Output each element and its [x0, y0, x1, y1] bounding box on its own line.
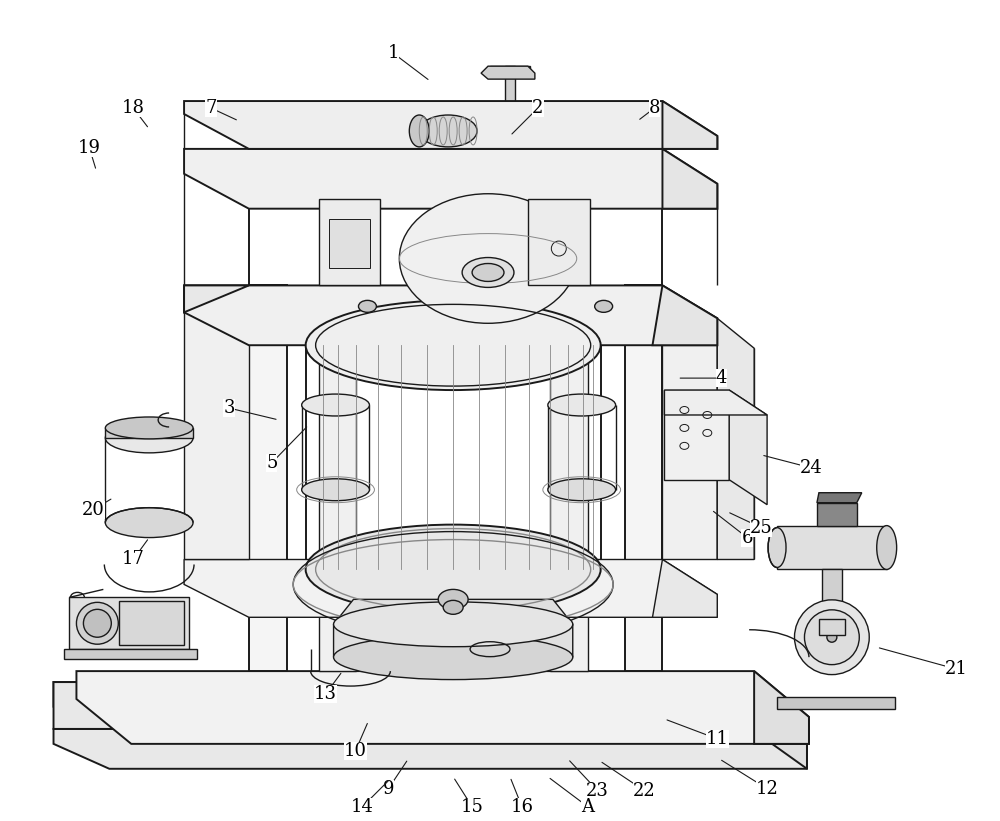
Polygon shape	[184, 286, 717, 345]
Ellipse shape	[548, 394, 616, 416]
Polygon shape	[664, 390, 767, 415]
Text: 8: 8	[649, 99, 660, 117]
Polygon shape	[729, 390, 767, 505]
Polygon shape	[822, 570, 842, 615]
Polygon shape	[664, 390, 729, 479]
Polygon shape	[184, 559, 717, 617]
Polygon shape	[105, 428, 193, 438]
Polygon shape	[777, 697, 895, 709]
Polygon shape	[662, 149, 717, 209]
Text: 2: 2	[532, 99, 544, 117]
Polygon shape	[54, 682, 807, 754]
Text: 18: 18	[122, 99, 145, 117]
Polygon shape	[109, 682, 807, 754]
Ellipse shape	[306, 525, 601, 614]
Ellipse shape	[438, 589, 468, 609]
Polygon shape	[76, 671, 809, 744]
Text: 10: 10	[344, 742, 367, 760]
Polygon shape	[481, 67, 535, 79]
Ellipse shape	[462, 258, 514, 287]
Bar	[490, 67, 530, 76]
Text: 21: 21	[945, 660, 968, 678]
Text: 6: 6	[741, 529, 753, 547]
Polygon shape	[662, 101, 717, 149]
Polygon shape	[184, 101, 717, 149]
Text: 22: 22	[633, 782, 656, 800]
Ellipse shape	[795, 600, 869, 675]
Ellipse shape	[472, 264, 504, 282]
Polygon shape	[550, 302, 588, 671]
Ellipse shape	[76, 603, 118, 644]
Text: 4: 4	[716, 369, 727, 388]
Polygon shape	[717, 319, 754, 559]
Polygon shape	[109, 682, 807, 729]
Ellipse shape	[443, 600, 463, 614]
Ellipse shape	[804, 610, 859, 665]
Polygon shape	[69, 598, 189, 649]
Polygon shape	[754, 671, 809, 744]
Text: 20: 20	[82, 501, 105, 519]
Polygon shape	[777, 525, 887, 570]
Polygon shape	[528, 199, 590, 286]
Polygon shape	[652, 559, 717, 617]
Text: 9: 9	[383, 780, 394, 798]
Polygon shape	[329, 218, 370, 268]
Ellipse shape	[877, 525, 897, 570]
Polygon shape	[249, 286, 287, 671]
Polygon shape	[184, 286, 249, 559]
Bar	[505, 67, 515, 291]
Polygon shape	[64, 649, 197, 659]
Polygon shape	[54, 682, 153, 729]
Ellipse shape	[83, 609, 111, 637]
Text: 11: 11	[706, 730, 729, 748]
Polygon shape	[119, 601, 184, 645]
Text: 5: 5	[266, 454, 277, 472]
Ellipse shape	[827, 632, 837, 642]
Text: 23: 23	[586, 782, 609, 800]
Text: 15: 15	[461, 798, 484, 815]
Polygon shape	[817, 493, 862, 502]
Polygon shape	[662, 286, 717, 559]
Ellipse shape	[302, 394, 369, 416]
Polygon shape	[54, 729, 807, 768]
Ellipse shape	[409, 115, 429, 147]
Ellipse shape	[334, 602, 573, 647]
Ellipse shape	[105, 507, 193, 538]
Text: 12: 12	[756, 780, 779, 798]
Text: 24: 24	[800, 459, 822, 477]
Polygon shape	[319, 199, 380, 286]
Polygon shape	[652, 286, 717, 345]
Ellipse shape	[595, 300, 613, 312]
Ellipse shape	[768, 528, 786, 567]
Ellipse shape	[105, 423, 193, 453]
Bar	[419, 115, 477, 147]
Polygon shape	[817, 502, 857, 525]
Ellipse shape	[334, 635, 573, 680]
Text: 17: 17	[122, 551, 145, 568]
Text: 16: 16	[510, 798, 533, 815]
Polygon shape	[625, 286, 662, 671]
Text: 13: 13	[314, 685, 337, 703]
Ellipse shape	[306, 300, 601, 390]
Text: 1: 1	[388, 44, 399, 62]
Ellipse shape	[548, 479, 616, 501]
Text: 25: 25	[750, 519, 772, 537]
Text: 7: 7	[205, 99, 217, 117]
Ellipse shape	[302, 479, 369, 501]
Text: A: A	[581, 798, 594, 815]
Ellipse shape	[358, 300, 376, 312]
Polygon shape	[184, 149, 717, 209]
Polygon shape	[819, 619, 845, 635]
Text: 19: 19	[78, 139, 101, 157]
Ellipse shape	[105, 417, 193, 439]
Text: 3: 3	[223, 399, 235, 417]
Polygon shape	[184, 286, 249, 312]
Ellipse shape	[419, 115, 477, 147]
Polygon shape	[751, 682, 807, 768]
Polygon shape	[334, 599, 573, 657]
Polygon shape	[319, 302, 356, 671]
Text: 14: 14	[351, 798, 374, 815]
Ellipse shape	[399, 194, 577, 323]
